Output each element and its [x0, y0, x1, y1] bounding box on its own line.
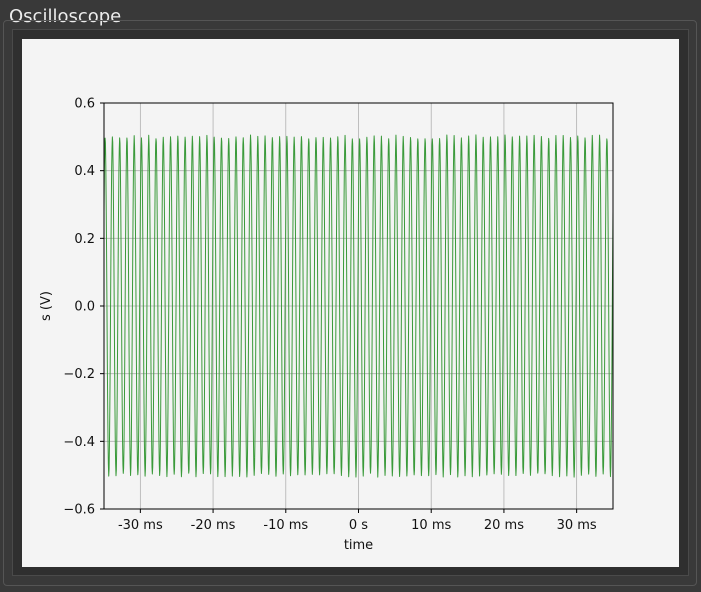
y-tick-label: −0.2 — [63, 367, 95, 382]
y-tick-label: 0.6 — [74, 97, 95, 112]
oscilloscope-group-box — [3, 20, 697, 586]
signal-series-0 — [103, 134, 614, 478]
x-axis-label: time — [344, 538, 373, 553]
y-tick-label: 0.0 — [74, 300, 95, 315]
x-tick-label: 30 ms — [557, 518, 597, 533]
signal-trace — [103, 134, 614, 478]
x-tick-label: 0 s — [349, 518, 368, 533]
x-ticks: -30 ms -20 ms -10 ms 0 s 10 ms 20 ms 30 ms — [118, 509, 597, 533]
x-tick-label: 10 ms — [411, 518, 451, 533]
plot-canvas[interactable]: -30 ms -20 ms -10 ms 0 s 10 ms 20 ms 30 ms −0.… — [22, 39, 679, 567]
x-tick-label: -10 ms — [263, 518, 308, 533]
x-tick-label: -20 ms — [191, 518, 236, 533]
y-ticks: −0.6 −0.4 −0.2 0.0 0.2 0.4 0.6 — [63, 97, 104, 518]
y-axis-label: s (V) — [39, 291, 54, 321]
x-tick-label: 20 ms — [484, 518, 524, 533]
y-tick-label: −0.4 — [63, 435, 95, 450]
x-tick-label: -30 ms — [118, 518, 163, 533]
y-tick-label: −0.6 — [63, 503, 95, 518]
y-tick-label: 0.4 — [74, 164, 95, 179]
y-tick-label: 0.2 — [74, 232, 95, 247]
oscilloscope-chart: -30 ms -20 ms -10 ms 0 s 10 ms 20 ms 30 ms −0.… — [39, 97, 614, 553]
window-title: Oscilloscope — [9, 6, 122, 27]
